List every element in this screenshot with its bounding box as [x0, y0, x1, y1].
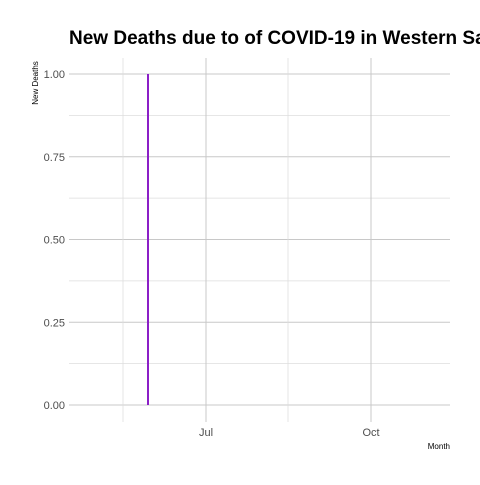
- x-axis-title: Month: [428, 442, 450, 451]
- chart-title: New Deaths due to of COVID-19 in Western…: [69, 28, 480, 49]
- y-tick-label: 0.50: [44, 235, 65, 247]
- x-tick-label: Oct: [362, 427, 379, 439]
- grid: [69, 58, 450, 422]
- x-tick-label: Jul: [199, 427, 213, 439]
- y-tick-label: 0.75: [44, 152, 65, 164]
- y-tick-label: 1.00: [44, 69, 65, 81]
- y-tick-label: 0.25: [44, 317, 65, 329]
- axes: 0.00 0.25 0.50 0.75 1.00 Jul Oct: [44, 69, 380, 439]
- y-tick-label: 0.00: [44, 400, 65, 412]
- y-axis-title: New Deaths: [31, 61, 40, 105]
